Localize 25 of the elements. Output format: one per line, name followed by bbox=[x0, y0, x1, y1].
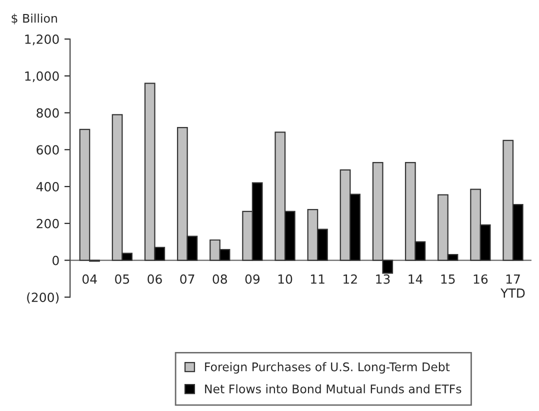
legend-label: Net Flows into Bond Mutual Funds and ETFs bbox=[205, 384, 462, 394]
x-tick-label: 04 bbox=[82, 274, 97, 284]
legend-label: Foreign Purchases of U.S. Long-Term Debt bbox=[205, 362, 450, 374]
y-tick-label: 1,200 bbox=[25, 34, 59, 46]
x-tick-label: 15 bbox=[441, 274, 455, 284]
x-tick-label: 11 bbox=[311, 274, 324, 284]
x-tick-label: 17 YTD bbox=[500, 274, 525, 298]
y-tick-label: 600 bbox=[36, 145, 59, 155]
y-axis-title: $ Billion bbox=[12, 14, 57, 24]
x-tick-label: 12 bbox=[344, 274, 357, 284]
x-tick-label: 16 bbox=[474, 274, 488, 284]
x-tick-label: 07 bbox=[180, 274, 194, 284]
x-tick-label: 05 bbox=[115, 274, 130, 284]
x-tick-label: 08 bbox=[212, 274, 227, 284]
y-tick-label: 800 bbox=[36, 108, 59, 118]
x-tick-label: 06 bbox=[148, 274, 162, 284]
y-tick-label: 1,000 bbox=[25, 71, 59, 82]
y-tick-label: 0 bbox=[52, 256, 59, 266]
x-tick-label: 10 bbox=[278, 274, 292, 284]
y-tick-label: (200) bbox=[27, 292, 59, 304]
y-tick-label: 200 bbox=[36, 218, 59, 228]
x-tick-label: 09 bbox=[245, 274, 260, 284]
y-tick-label: 400 bbox=[36, 182, 59, 192]
x-tick-label: 13 bbox=[376, 274, 390, 284]
x-tick-label: 14 bbox=[408, 274, 423, 284]
